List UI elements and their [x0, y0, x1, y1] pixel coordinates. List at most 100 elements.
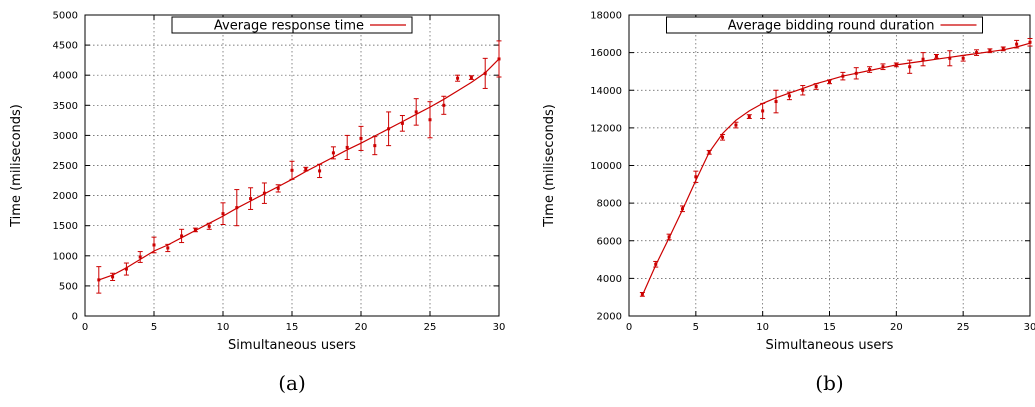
- x-axis-label: Simultaneous users: [228, 338, 356, 353]
- error-bar: [921, 53, 926, 66]
- error-bar: [774, 90, 779, 113]
- y-tick-label: 1500: [53, 221, 78, 232]
- data-point: [815, 85, 818, 88]
- data-point: [668, 235, 671, 238]
- data-point: [194, 228, 197, 231]
- data-point: [855, 72, 858, 75]
- fit-curve: [99, 59, 499, 280]
- data-point: [895, 63, 898, 66]
- data-point: [988, 49, 991, 52]
- data-point: [401, 122, 404, 125]
- data-point: [1029, 41, 1032, 44]
- y-tick-label: 2500: [53, 161, 78, 172]
- y-tick-label: 8000: [597, 199, 622, 210]
- x-tick-label: 25: [424, 322, 437, 333]
- data-point: [962, 57, 965, 60]
- error-bar: [400, 116, 405, 132]
- error-bar: [414, 99, 419, 125]
- data-point: [125, 268, 128, 271]
- legend: Average bidding round duration: [667, 17, 983, 34]
- error-bar: [428, 102, 433, 138]
- y-tick-label: 10000: [590, 161, 622, 172]
- data-point: [153, 243, 156, 246]
- chart-b: 0 5 10 15 20 25 30 2000 4000 6000 8000 10000 12000 14…: [542, 11, 1035, 396]
- data-point: [922, 58, 925, 61]
- data-point: [387, 127, 390, 130]
- y-tick-label: 16000: [590, 48, 622, 59]
- error-bar: [1028, 39, 1033, 47]
- data-point: [235, 206, 238, 209]
- data-point: [788, 94, 791, 97]
- data-point: [654, 263, 657, 266]
- y-axis-label: Time (miliseconds): [9, 104, 24, 228]
- x-tick-label: 0: [626, 322, 632, 333]
- x-tick-label: 5: [151, 322, 157, 333]
- data-point: [868, 68, 871, 71]
- chart-a: 0 5 10 15 20 25 30 0 500 1000 1500 2000 2500 3000 3500…: [9, 11, 505, 396]
- error-bar: [934, 55, 939, 59]
- legend-label: Average bidding round duration: [728, 19, 935, 34]
- data-point: [761, 109, 764, 112]
- data-point: [881, 65, 884, 68]
- data-point: [208, 225, 211, 228]
- data-point: [332, 151, 335, 154]
- y-tick-label: 6000: [597, 236, 622, 247]
- data-point: [318, 169, 321, 172]
- y-axis-label: Time (miliseconds): [542, 104, 557, 228]
- error-bar: [640, 292, 645, 296]
- error-bar: [359, 126, 364, 150]
- data-point: [249, 197, 252, 200]
- error-bar: [760, 103, 765, 118]
- data-point: [263, 192, 266, 195]
- error-bar: [747, 115, 752, 119]
- y-tick-label: 0: [72, 312, 78, 323]
- data-point: [360, 137, 363, 140]
- error-bar: [331, 147, 336, 159]
- x-tick-label: 5: [693, 322, 699, 333]
- legend: Average response time: [172, 17, 412, 34]
- x-tick-label: 20: [355, 322, 368, 333]
- data-point: [708, 151, 711, 154]
- data-point: [111, 275, 114, 278]
- data-point: [222, 212, 225, 215]
- data-point: [456, 77, 459, 80]
- data-point: [346, 146, 349, 149]
- data-point: [429, 118, 432, 121]
- data-point: [841, 75, 844, 78]
- x-tick-label: 15: [286, 322, 299, 333]
- y-tick-label: 500: [59, 281, 78, 292]
- error-bar: [248, 188, 253, 210]
- y-tick-label: 14000: [590, 86, 622, 97]
- error-bar: [961, 55, 966, 61]
- x-tick-label: 10: [217, 322, 230, 333]
- y-tick-label: 5000: [53, 11, 78, 22]
- data-point: [748, 115, 751, 118]
- error-bar: [455, 75, 460, 81]
- y-tick-label: 3500: [53, 101, 78, 112]
- y-tick-label: 4000: [597, 274, 622, 285]
- data-point: [828, 80, 831, 83]
- error-bar: [469, 76, 474, 80]
- data-point: [139, 256, 142, 259]
- error-bar: [947, 51, 952, 66]
- data-point: [681, 207, 684, 210]
- error-bar: [907, 60, 912, 73]
- error-bar: [733, 122, 738, 128]
- error-bar: [497, 41, 502, 77]
- error-bar: [386, 112, 391, 146]
- data-point: [498, 57, 501, 60]
- y-tick-label: 2000: [597, 312, 622, 323]
- data-point: [373, 144, 376, 147]
- data-point: [801, 89, 804, 92]
- data-point: [935, 55, 938, 58]
- x-tick-label: 15: [823, 322, 836, 333]
- y-tick-label: 12000: [590, 123, 622, 134]
- data-point: [775, 100, 778, 103]
- y-tick-label: 2000: [53, 191, 78, 202]
- fit-curve: [642, 43, 1030, 295]
- chart-caption: (b): [815, 371, 843, 395]
- error-bar: [179, 229, 184, 242]
- x-tick-label: 30: [493, 322, 506, 333]
- data-point: [948, 57, 951, 60]
- data-point: [180, 234, 183, 237]
